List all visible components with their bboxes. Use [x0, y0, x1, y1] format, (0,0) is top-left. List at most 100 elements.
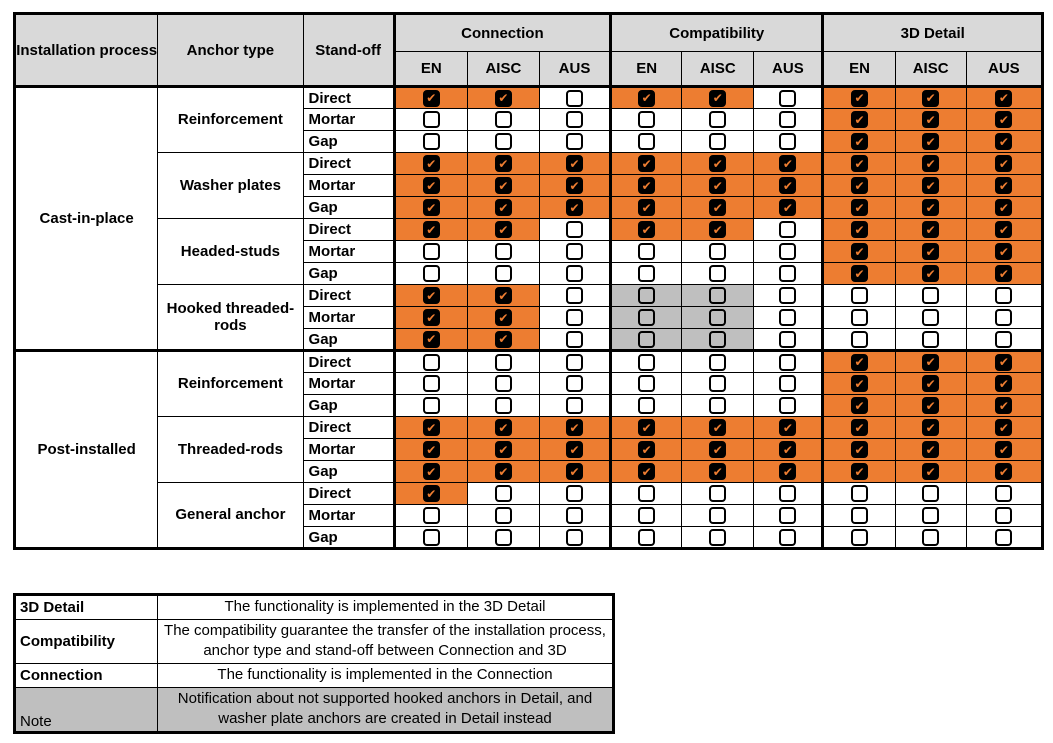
checkbox-unchecked-icon[interactable] — [779, 287, 797, 305]
checkbox-unchecked-icon[interactable] — [494, 507, 512, 525]
checkbox-unchecked-icon[interactable] — [638, 243, 656, 261]
checkbox-checked-icon[interactable]: ✔ — [638, 463, 656, 481]
checkbox-unchecked-icon[interactable] — [779, 375, 797, 393]
checkbox-unchecked-icon[interactable] — [494, 243, 512, 261]
checkbox-unchecked-icon[interactable] — [779, 353, 797, 371]
checkbox-unchecked-icon[interactable] — [422, 397, 440, 415]
checkbox-unchecked-icon[interactable] — [494, 375, 512, 393]
checkbox-checked-icon[interactable]: ✔ — [422, 199, 440, 217]
checkbox-unchecked-icon[interactable] — [422, 243, 440, 261]
checkbox-checked-icon[interactable]: ✔ — [709, 419, 727, 437]
checkbox-unchecked-icon[interactable] — [566, 375, 584, 393]
checkbox-checked-icon[interactable]: ✔ — [995, 199, 1013, 217]
checkbox-checked-icon[interactable]: ✔ — [566, 441, 584, 459]
checkbox-checked-icon[interactable]: ✔ — [995, 375, 1013, 393]
checkbox-checked-icon[interactable]: ✔ — [995, 221, 1013, 239]
checkbox-checked-icon[interactable]: ✔ — [638, 89, 656, 107]
checkbox-unchecked-icon[interactable] — [566, 89, 584, 107]
checkbox-unchecked-icon[interactable] — [779, 485, 797, 503]
checkbox-checked-icon[interactable]: ✔ — [995, 89, 1013, 107]
checkbox-checked-icon[interactable]: ✔ — [638, 441, 656, 459]
checkbox-checked-icon[interactable]: ✔ — [638, 419, 656, 437]
checkbox-unchecked-icon[interactable] — [709, 528, 727, 546]
checkbox-checked-icon[interactable]: ✔ — [422, 463, 440, 481]
checkbox-checked-icon[interactable]: ✔ — [422, 221, 440, 239]
checkbox-unchecked-icon[interactable] — [638, 528, 656, 546]
checkbox-checked-icon[interactable]: ✔ — [922, 155, 940, 173]
checkbox-unchecked-icon[interactable] — [851, 287, 869, 305]
checkbox-checked-icon[interactable]: ✔ — [566, 463, 584, 481]
checkbox-unchecked-icon[interactable] — [709, 485, 727, 503]
checkbox-checked-icon[interactable]: ✔ — [995, 243, 1013, 261]
checkbox-checked-icon[interactable]: ✔ — [494, 199, 512, 217]
checkbox-unchecked-icon[interactable] — [779, 89, 797, 107]
checkbox-unchecked-icon[interactable] — [422, 111, 440, 129]
checkbox-unchecked-icon[interactable] — [566, 287, 584, 305]
checkbox-checked-icon[interactable]: ✔ — [566, 177, 584, 195]
checkbox-checked-icon[interactable]: ✔ — [566, 155, 584, 173]
checkbox-unchecked-icon[interactable] — [709, 133, 727, 151]
checkbox-checked-icon[interactable]: ✔ — [995, 177, 1013, 195]
checkbox-checked-icon[interactable]: ✔ — [494, 155, 512, 173]
checkbox-checked-icon[interactable]: ✔ — [638, 221, 656, 239]
checkbox-unchecked-icon[interactable] — [566, 265, 584, 283]
checkbox-unchecked-icon[interactable] — [422, 353, 440, 371]
checkbox-checked-icon[interactable]: ✔ — [995, 441, 1013, 459]
checkbox-unchecked-icon[interactable] — [922, 309, 940, 327]
checkbox-unchecked-icon[interactable] — [422, 265, 440, 283]
checkbox-unchecked-icon[interactable] — [638, 111, 656, 129]
checkbox-checked-icon[interactable]: ✔ — [566, 199, 584, 217]
checkbox-unchecked-icon[interactable] — [566, 353, 584, 371]
checkbox-checked-icon[interactable]: ✔ — [422, 419, 440, 437]
checkbox-unchecked-icon[interactable] — [779, 507, 797, 525]
checkbox-checked-icon[interactable]: ✔ — [422, 155, 440, 173]
checkbox-unchecked-icon[interactable] — [851, 309, 869, 327]
checkbox-unchecked-icon[interactable] — [709, 397, 727, 415]
checkbox-checked-icon[interactable]: ✔ — [995, 419, 1013, 437]
checkbox-checked-icon[interactable]: ✔ — [851, 155, 869, 173]
checkbox-unchecked-icon[interactable] — [995, 287, 1013, 305]
checkbox-checked-icon[interactable]: ✔ — [995, 463, 1013, 481]
checkbox-checked-icon[interactable]: ✔ — [709, 221, 727, 239]
checkbox-unchecked-icon[interactable] — [779, 265, 797, 283]
checkbox-checked-icon[interactable]: ✔ — [851, 353, 869, 371]
checkbox-unchecked-icon[interactable] — [709, 309, 727, 327]
checkbox-unchecked-icon[interactable] — [494, 353, 512, 371]
checkbox-checked-icon[interactable]: ✔ — [851, 419, 869, 437]
checkbox-checked-icon[interactable]: ✔ — [494, 419, 512, 437]
checkbox-checked-icon[interactable]: ✔ — [995, 111, 1013, 129]
checkbox-unchecked-icon[interactable] — [566, 507, 584, 525]
checkbox-unchecked-icon[interactable] — [566, 528, 584, 546]
checkbox-checked-icon[interactable]: ✔ — [995, 133, 1013, 151]
checkbox-unchecked-icon[interactable] — [422, 375, 440, 393]
checkbox-checked-icon[interactable]: ✔ — [709, 177, 727, 195]
checkbox-unchecked-icon[interactable] — [494, 133, 512, 151]
checkbox-unchecked-icon[interactable] — [566, 330, 584, 348]
checkbox-checked-icon[interactable]: ✔ — [779, 441, 797, 459]
checkbox-unchecked-icon[interactable] — [709, 330, 727, 348]
checkbox-checked-icon[interactable]: ✔ — [922, 221, 940, 239]
checkbox-checked-icon[interactable]: ✔ — [422, 177, 440, 195]
checkbox-unchecked-icon[interactable] — [779, 221, 797, 239]
checkbox-unchecked-icon[interactable] — [709, 507, 727, 525]
checkbox-unchecked-icon[interactable] — [851, 330, 869, 348]
checkbox-checked-icon[interactable]: ✔ — [779, 419, 797, 437]
checkbox-unchecked-icon[interactable] — [709, 353, 727, 371]
checkbox-unchecked-icon[interactable] — [851, 507, 869, 525]
checkbox-checked-icon[interactable]: ✔ — [779, 199, 797, 217]
checkbox-unchecked-icon[interactable] — [922, 507, 940, 525]
checkbox-checked-icon[interactable]: ✔ — [709, 199, 727, 217]
checkbox-checked-icon[interactable]: ✔ — [995, 353, 1013, 371]
checkbox-checked-icon[interactable]: ✔ — [851, 221, 869, 239]
checkbox-checked-icon[interactable]: ✔ — [922, 89, 940, 107]
checkbox-checked-icon[interactable]: ✔ — [494, 89, 512, 107]
checkbox-unchecked-icon[interactable] — [422, 133, 440, 151]
checkbox-unchecked-icon[interactable] — [922, 287, 940, 305]
checkbox-checked-icon[interactable]: ✔ — [922, 463, 940, 481]
checkbox-checked-icon[interactable]: ✔ — [851, 133, 869, 151]
checkbox-checked-icon[interactable]: ✔ — [851, 177, 869, 195]
checkbox-checked-icon[interactable]: ✔ — [494, 463, 512, 481]
checkbox-unchecked-icon[interactable] — [638, 330, 656, 348]
checkbox-unchecked-icon[interactable] — [779, 133, 797, 151]
checkbox-unchecked-icon[interactable] — [494, 528, 512, 546]
